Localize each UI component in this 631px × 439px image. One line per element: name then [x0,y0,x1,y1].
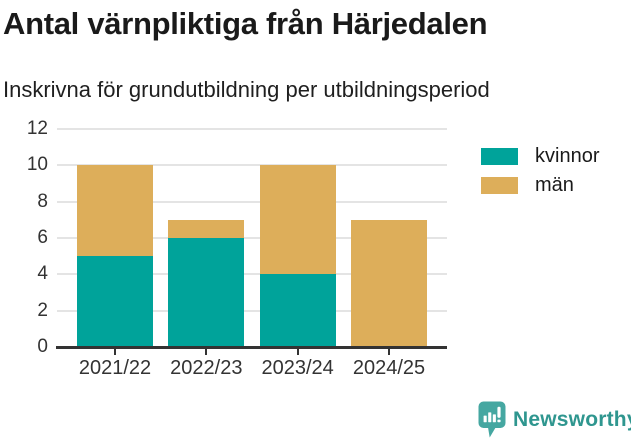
gridline [57,236,447,239]
y-axis-label: 6 [37,226,48,248]
gridline [57,273,447,276]
legend-swatch [481,148,518,165]
x-axis-label: 2021/22 [78,357,152,379]
legend-item-kvinnor: kvinnor [481,145,600,167]
x-axis-tick [205,348,208,355]
legend-label: kvinnor [535,145,600,167]
gridline [57,127,447,130]
legend-label: män [535,174,574,196]
chart-subtitle: Inskrivna för grundutbildning per utbild… [3,77,490,102]
bar-segment-kvinnor [77,256,153,347]
x-axis-line [56,345,447,349]
bar-segment-män [77,165,153,257]
bar-segment-kvinnor [259,274,336,347]
y-axis-label: 0 [37,336,48,357]
y-axis-label: 2 [37,299,48,321]
x-axis-label: 2023/24 [261,357,334,379]
brand-footer: Newsworthy [478,401,631,438]
legend-item-män: män [481,174,599,196]
x-axis-label: 2022/23 [170,357,243,379]
legend-swatch [481,177,518,194]
legend: kvinnor män [481,145,600,206]
y-axis-label: 12 [26,117,48,139]
brand-name: Newsworthy [513,407,631,431]
bar-segment-män [259,165,336,275]
x-axis-tick [296,348,299,355]
y-axis-label: 10 [26,154,48,176]
bar-segment-män [350,219,427,347]
plot-area [57,127,447,347]
y-axis-label: 4 [37,263,48,285]
x-axis-label: 2024/25 [352,357,426,379]
chart-title: Antal värnpliktiga från Härjedalen [3,6,488,41]
gridline [57,200,447,203]
gridline [57,164,447,167]
gridline [57,309,447,312]
x-axis-tick [387,348,390,355]
y-axis-label: 8 [37,190,48,212]
newsworthy-logo-icon [478,401,506,438]
bar-segment-män [168,219,245,238]
x-axis-tick [114,348,116,355]
bar-segment-kvinnor [168,237,245,347]
